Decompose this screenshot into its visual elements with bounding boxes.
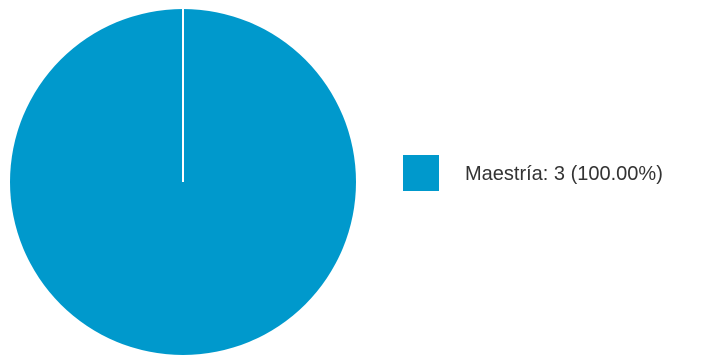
legend-label-0: Maestría: 3 (100.00%)	[465, 163, 663, 185]
pie-slices	[10, 9, 356, 355]
legend-swatch-0	[403, 155, 439, 191]
legend: Maestría: 3 (100.00%)	[403, 155, 663, 191]
